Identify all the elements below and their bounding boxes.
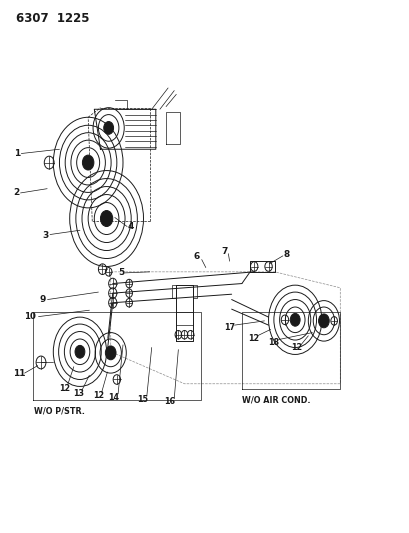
- Circle shape: [318, 314, 328, 328]
- Text: 1: 1: [14, 149, 20, 158]
- Text: 6307  1225: 6307 1225: [16, 12, 90, 25]
- Text: 7: 7: [221, 247, 227, 256]
- Circle shape: [103, 122, 113, 134]
- Circle shape: [100, 211, 112, 227]
- Text: W/O AIR COND.: W/O AIR COND.: [241, 395, 310, 405]
- Circle shape: [75, 345, 85, 358]
- Text: 12: 12: [92, 391, 104, 400]
- Text: 10: 10: [24, 312, 35, 321]
- Text: 11: 11: [13, 369, 26, 377]
- Text: W/O P/STR.: W/O P/STR.: [34, 406, 84, 415]
- Text: 8: 8: [283, 250, 290, 259]
- Circle shape: [105, 346, 116, 360]
- Circle shape: [290, 313, 299, 326]
- Text: 5: 5: [117, 269, 124, 277]
- Text: 3: 3: [42, 231, 48, 240]
- Text: 14: 14: [108, 393, 119, 401]
- Text: 15: 15: [137, 395, 148, 404]
- Text: 13: 13: [73, 389, 84, 398]
- Text: 9: 9: [40, 295, 46, 304]
- Text: 18: 18: [267, 338, 279, 346]
- Text: 6: 6: [193, 253, 200, 261]
- Text: 16: 16: [164, 398, 175, 406]
- Text: 2: 2: [13, 189, 20, 197]
- Circle shape: [82, 155, 94, 170]
- Text: 12: 12: [247, 334, 258, 343]
- Text: 4: 4: [128, 222, 134, 231]
- Text: 12: 12: [290, 343, 302, 352]
- Text: 17: 17: [224, 324, 234, 332]
- Text: 12: 12: [59, 384, 70, 392]
